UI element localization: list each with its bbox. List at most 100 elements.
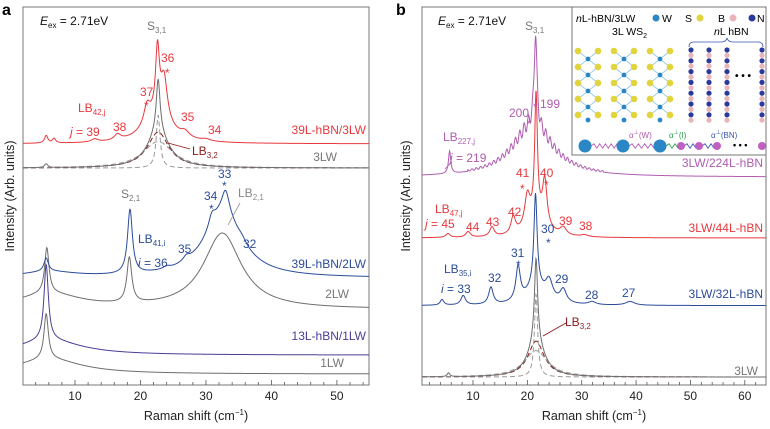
b-atom [706, 63, 712, 69]
b-atom [759, 106, 765, 112]
structure-inset: nL-hBN/3LW W S B N 3L WS2 nL hBN • • • •… [571, 6, 767, 156]
component-lb3-2-component [422, 340, 766, 378]
x-tick-label: 40 [265, 389, 279, 403]
label-199: 199 [540, 97, 560, 111]
n-atom [688, 47, 694, 53]
panel-b-chart: 10 20 30 40 50 60 Raman shift (cm−1) Intensit… [399, 6, 767, 423]
label-lb42: LB42,j [78, 101, 106, 117]
s-atom [666, 47, 674, 55]
s-atom [666, 95, 674, 103]
x-tick-label: 40 [629, 389, 643, 403]
x-axis-ticks: 10 20 30 40 50 60 [429, 380, 757, 403]
x-tick-label: 20 [521, 389, 535, 403]
n-atom [688, 69, 694, 75]
b-atom [759, 117, 765, 123]
inset-title: nL-hBN/3LW [576, 13, 635, 25]
spring-chain-model [578, 139, 766, 153]
s-atom [630, 63, 638, 71]
y-axis-label: Intensity (Arb. units) [3, 140, 17, 251]
b-atom [724, 74, 730, 80]
s-atom [610, 79, 618, 87]
n-atom [724, 69, 730, 75]
x-axis-label: Raman shift (cm−1) [144, 408, 248, 423]
s-atom [574, 111, 582, 119]
label-38: 38 [113, 120, 127, 134]
label-35: 35 [181, 110, 195, 124]
b-atom [724, 52, 730, 59]
n-atom [706, 69, 712, 75]
w-atom [585, 88, 591, 94]
s-atom [646, 95, 654, 103]
ws2-layer [574, 47, 602, 123]
w-layer-mass [653, 139, 667, 153]
plot-frame [22, 6, 370, 386]
hbn-bracket [688, 37, 764, 48]
label-42: 42 [508, 205, 522, 219]
star-41: * [520, 182, 525, 196]
s-atom [610, 95, 618, 103]
label-29: 29 [555, 272, 569, 286]
hbn-layer-mass [713, 142, 721, 150]
star-31: * [516, 258, 521, 272]
label-31: 31 [511, 246, 525, 260]
spectrum-3lw-44l-hbn [421, 90, 766, 239]
n-atom-icon [748, 14, 756, 22]
b-atom [706, 74, 712, 80]
series-label-39l-hbn-3lw: 39L-hBN/3LW [292, 123, 367, 137]
annotations: S3,1 200 * * 199 LB227,j j = 219 3LW/224… [423, 19, 763, 378]
star-199: * [533, 100, 538, 114]
series-label-3lw-44l-hbn: 3LW/44L-hBN [689, 221, 763, 235]
spring [701, 143, 715, 149]
ws2-layer [610, 47, 638, 123]
w-atom [657, 88, 663, 94]
label-34: 34 [208, 123, 222, 137]
spectra [22, 39, 370, 375]
b-atom-icon [729, 14, 737, 22]
ws2-layer [646, 47, 674, 123]
series-label-3lw: 3LW [313, 150, 337, 164]
b-atom [724, 96, 730, 102]
n-atom [688, 112, 694, 118]
x-tick-label: 60 [738, 389, 752, 403]
s-atom [594, 111, 602, 119]
label-lb47: LB47,j [435, 202, 463, 218]
b-atom [688, 106, 694, 112]
s-atom [666, 63, 674, 71]
w-atom [657, 72, 663, 78]
w-atom [585, 56, 591, 62]
label-lb32: LB3,2 [192, 144, 218, 160]
b-atom [688, 85, 694, 91]
hbn-ellipsis: • • • [735, 71, 752, 82]
label-40: 40 [540, 166, 554, 180]
label-41: 41 [516, 166, 530, 180]
spring [665, 143, 679, 149]
x-tick-label: 50 [330, 389, 344, 403]
w-atom-icon [652, 14, 660, 22]
series-label-2lw: 2LW [325, 287, 349, 301]
component-broad-component [422, 350, 766, 378]
spring-label-i: α⊥(I) [669, 129, 687, 140]
w-layer-mass [578, 139, 592, 153]
x-tick-label: 20 [134, 389, 148, 403]
b-atom [759, 63, 765, 69]
x-tick-label: 50 [684, 389, 698, 403]
n-atom [706, 47, 712, 53]
arrow-lb21 [227, 202, 241, 226]
n-atom [688, 58, 694, 64]
spring [628, 143, 655, 149]
n-atom [688, 101, 694, 107]
b-atom [706, 117, 712, 123]
b-atom [724, 63, 730, 69]
x-tick-label: 10 [68, 389, 82, 403]
n-atom [688, 79, 694, 85]
b-atom [759, 85, 765, 91]
fit-components [422, 292, 766, 378]
s-atom [630, 79, 638, 87]
b-atom [688, 52, 694, 59]
label-34-blue: 34 [204, 189, 218, 203]
label-lb21: LB2,1 [238, 186, 264, 202]
n-atom [724, 112, 730, 118]
b-atom [724, 117, 730, 123]
b-atom [759, 52, 765, 59]
